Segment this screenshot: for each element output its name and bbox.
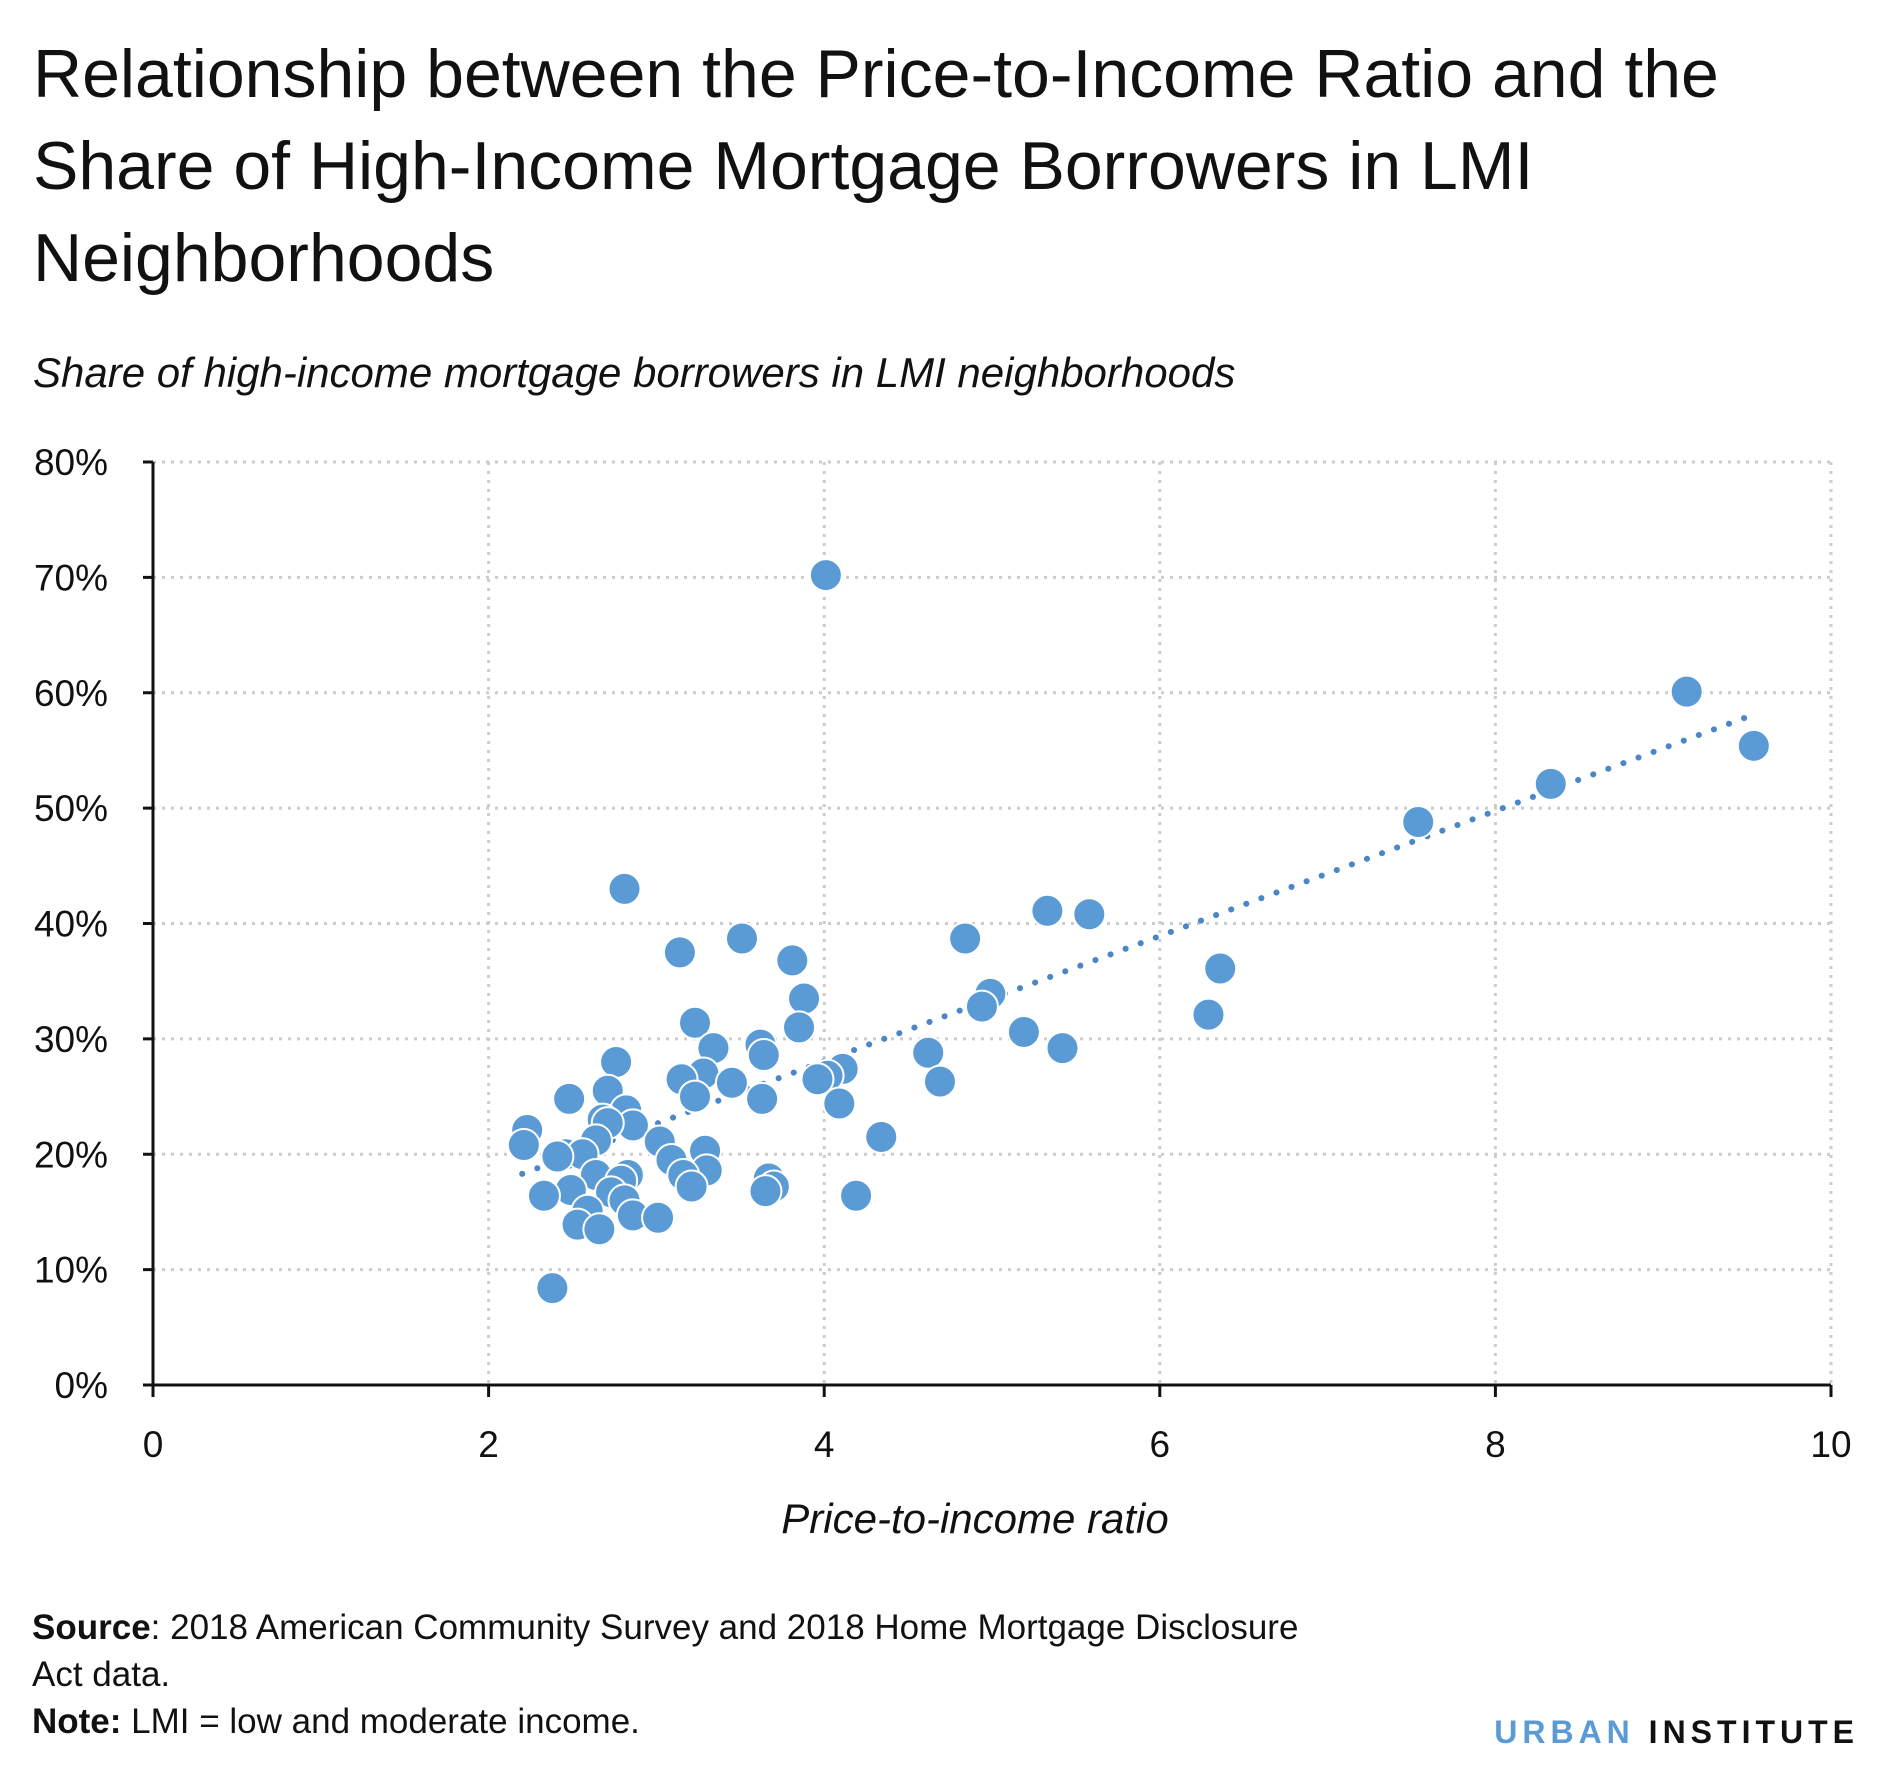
x-tick-labels: 0 2 4 6 8 10: [143, 1424, 1852, 1465]
data-point: [948, 921, 983, 956]
data-point: [552, 1081, 587, 1116]
chart-title: Relationship between the Price-to-Income…: [33, 36, 1719, 296]
data-point: [714, 1065, 749, 1100]
y-tick-labels: 0% 10% 20% 30% 40% 50% 60% 70% 80%: [34, 442, 108, 1406]
data-point: [1006, 1014, 1041, 1049]
data-point: [607, 871, 642, 906]
source-line: Source: 2018 American Community Survey a…: [32, 1604, 1332, 1698]
data-point: [782, 1010, 817, 1045]
data-point: [1045, 1031, 1080, 1066]
data-point: [922, 1064, 957, 1099]
y-tick-label: 30%: [34, 1019, 108, 1060]
axes: [143, 460, 1833, 1397]
data-point: [800, 1062, 835, 1097]
data-point: [677, 1079, 712, 1114]
y-tick-label: 0%: [55, 1365, 108, 1406]
data-point: [535, 1271, 570, 1306]
data-point: [787, 981, 822, 1016]
data-point: [582, 1212, 617, 1247]
x-axis-label: Price-to-income ratio: [781, 1495, 1168, 1542]
data-point: [1669, 674, 1704, 709]
data-point: [964, 989, 999, 1024]
note-text: LMI = low and moderate income.: [121, 1702, 640, 1741]
data-point: [1191, 997, 1226, 1032]
note-label: Note:: [32, 1702, 122, 1741]
data-point: [839, 1178, 874, 1213]
data-point: [746, 1038, 781, 1073]
data-point: [748, 1174, 783, 1209]
data-point: [1030, 893, 1065, 928]
data-point: [745, 1081, 780, 1116]
x-tick-label: 10: [1810, 1424, 1851, 1465]
y-tick-label: 10%: [34, 1250, 108, 1291]
data-point: [775, 943, 810, 978]
x-tick-label: 6: [1150, 1424, 1171, 1465]
data-points: [506, 558, 1771, 1306]
data-point: [724, 921, 759, 956]
x-tick-label: 2: [478, 1424, 499, 1465]
source-text: : 2018 American Community Survey and 201…: [32, 1608, 1299, 1694]
logo-urban: URBAN: [1494, 1714, 1635, 1750]
data-point: [822, 1086, 857, 1121]
footer: Source: 2018 American Community Survey a…: [32, 1604, 1332, 1745]
data-point: [1401, 804, 1436, 839]
logo-institute: INSTITUTE: [1648, 1714, 1859, 1750]
data-point: [526, 1178, 561, 1213]
y-tick-label: 50%: [34, 788, 108, 829]
y-tick-label: 40%: [34, 904, 108, 945]
data-point: [1533, 766, 1568, 801]
y-tick-label: 70%: [34, 557, 108, 598]
data-point: [540, 1139, 575, 1174]
data-point: [641, 1200, 676, 1235]
data-point: [506, 1128, 541, 1163]
source-label: Source: [32, 1608, 151, 1647]
urban-institute-logo: URBAN INSTITUTE: [1494, 1714, 1859, 1751]
data-point: [677, 1005, 712, 1040]
y-tick-label: 80%: [34, 442, 108, 483]
data-point: [864, 1119, 899, 1154]
y-tick-label: 60%: [34, 673, 108, 714]
x-tick-label: 4: [814, 1424, 835, 1465]
data-point: [1072, 897, 1107, 932]
y-tick-label: 20%: [34, 1134, 108, 1175]
scatter-chart: Share of high-income mortgage borrowers …: [33, 349, 1852, 1542]
data-point: [911, 1035, 946, 1070]
data-point: [808, 558, 843, 593]
data-point: [662, 935, 697, 970]
note-line: Note: LMI = low and moderate income.: [32, 1698, 1332, 1745]
x-tick-label: 8: [1485, 1424, 1506, 1465]
x-tick-label: 0: [143, 1424, 164, 1465]
data-point: [1203, 951, 1238, 986]
y-axis-label: Share of high-income mortgage borrowers …: [33, 349, 1235, 396]
data-point: [599, 1044, 634, 1079]
data-point: [1736, 728, 1771, 763]
gridlines: [153, 460, 1833, 1385]
data-point: [674, 1169, 709, 1204]
